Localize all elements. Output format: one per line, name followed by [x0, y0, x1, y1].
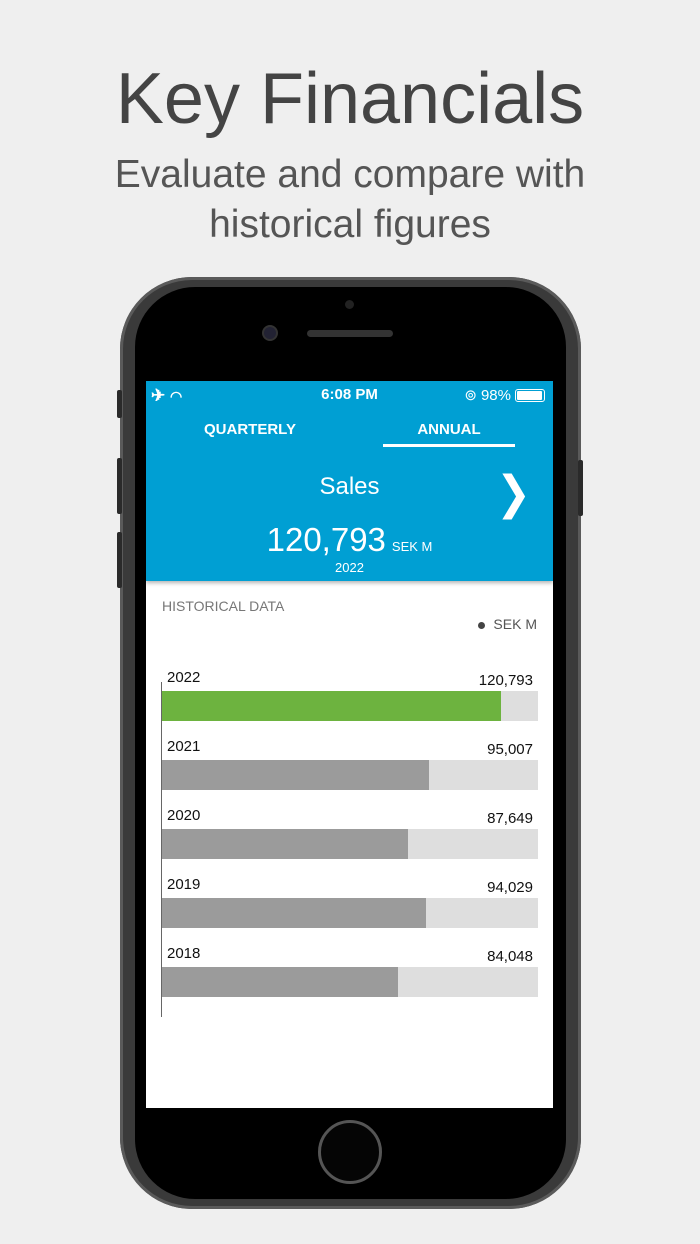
metric-name: Sales: [319, 473, 380, 500]
airplane-icon: ✈: [151, 386, 166, 405]
header: ✈ ◠ 6:08 PM ⊚ 98% QUARTERLY ANNUAL Sales…: [146, 381, 553, 581]
volume-up-button: [117, 458, 122, 514]
tab-quarterly[interactable]: QUARTERLY: [204, 421, 296, 438]
bar-value-label: 87,649: [487, 810, 533, 827]
bar-value-label: 120,793: [478, 672, 533, 689]
legend-label: SEK M: [493, 616, 537, 632]
battery-icon: [515, 388, 545, 402]
bar-category-label: 2018: [167, 945, 201, 962]
subtitle-line: Evaluate and compare with: [114, 153, 586, 196]
active-tab-indicator: [383, 444, 515, 447]
power-button: [578, 460, 583, 516]
bar: [162, 898, 426, 928]
bar-value-label: 95,007: [487, 741, 533, 758]
bar: [162, 691, 501, 721]
bar-value-label: 84,048: [487, 948, 533, 965]
bar-track: [162, 760, 538, 790]
subtitle-line: historical figures: [209, 203, 491, 246]
rotation-lock-icon: ⊚: [464, 387, 477, 404]
bar-track: [162, 829, 538, 859]
promo-title: Key Financials: [115, 59, 585, 139]
bar: [162, 760, 429, 790]
battery-percent: 98%: [480, 386, 511, 404]
chevron-right-icon[interactable]: ❯: [496, 466, 532, 519]
metric-unit: SEK M: [391, 539, 433, 554]
bar-value-label: 94,029: [487, 879, 533, 896]
tab-annual[interactable]: ANNUAL: [417, 421, 481, 438]
legend-dot: [478, 621, 486, 629]
status-right: ⊚ 98%: [464, 386, 545, 404]
legend: SEK M: [478, 616, 537, 632]
status-time: 6:08 PM: [321, 386, 378, 403]
historical-heading: HISTORICAL DATA: [162, 598, 285, 614]
earpiece-speaker: [307, 330, 393, 337]
bar-track: [162, 898, 538, 928]
airplane-wifi-icons: ✈ ◠: [151, 386, 182, 406]
front-camera: [264, 327, 276, 339]
metric-year: 2022: [335, 560, 364, 575]
metric-value: 120,793: [266, 521, 386, 558]
home-button[interactable]: [318, 1120, 382, 1184]
sensor: [345, 300, 354, 309]
bar-category-label: 2019: [167, 876, 201, 893]
promo-subtitle: Evaluate and compare with historical figu…: [0, 150, 700, 250]
status-bar: ✈ ◠ 6:08 PM ⊚ 98%: [146, 386, 553, 406]
bar-category-label: 2020: [167, 807, 201, 824]
metric-value-row: 120,793 SEK M: [146, 521, 553, 559]
bar-track: [162, 967, 538, 997]
volume-down-button: [117, 532, 122, 588]
mute-switch: [117, 390, 122, 418]
wifi-icon: ◠: [169, 388, 183, 404]
bar-track: [162, 691, 538, 721]
bar-category-label: 2022: [167, 669, 201, 686]
chart-axis: [161, 682, 162, 1017]
bar: [162, 829, 408, 859]
bar-category-label: 2021: [167, 738, 201, 755]
app-screen: ✈ ◠ 6:08 PM ⊚ 98% QUARTERLY ANNUAL Sales…: [146, 381, 553, 1108]
bar: [162, 967, 398, 997]
